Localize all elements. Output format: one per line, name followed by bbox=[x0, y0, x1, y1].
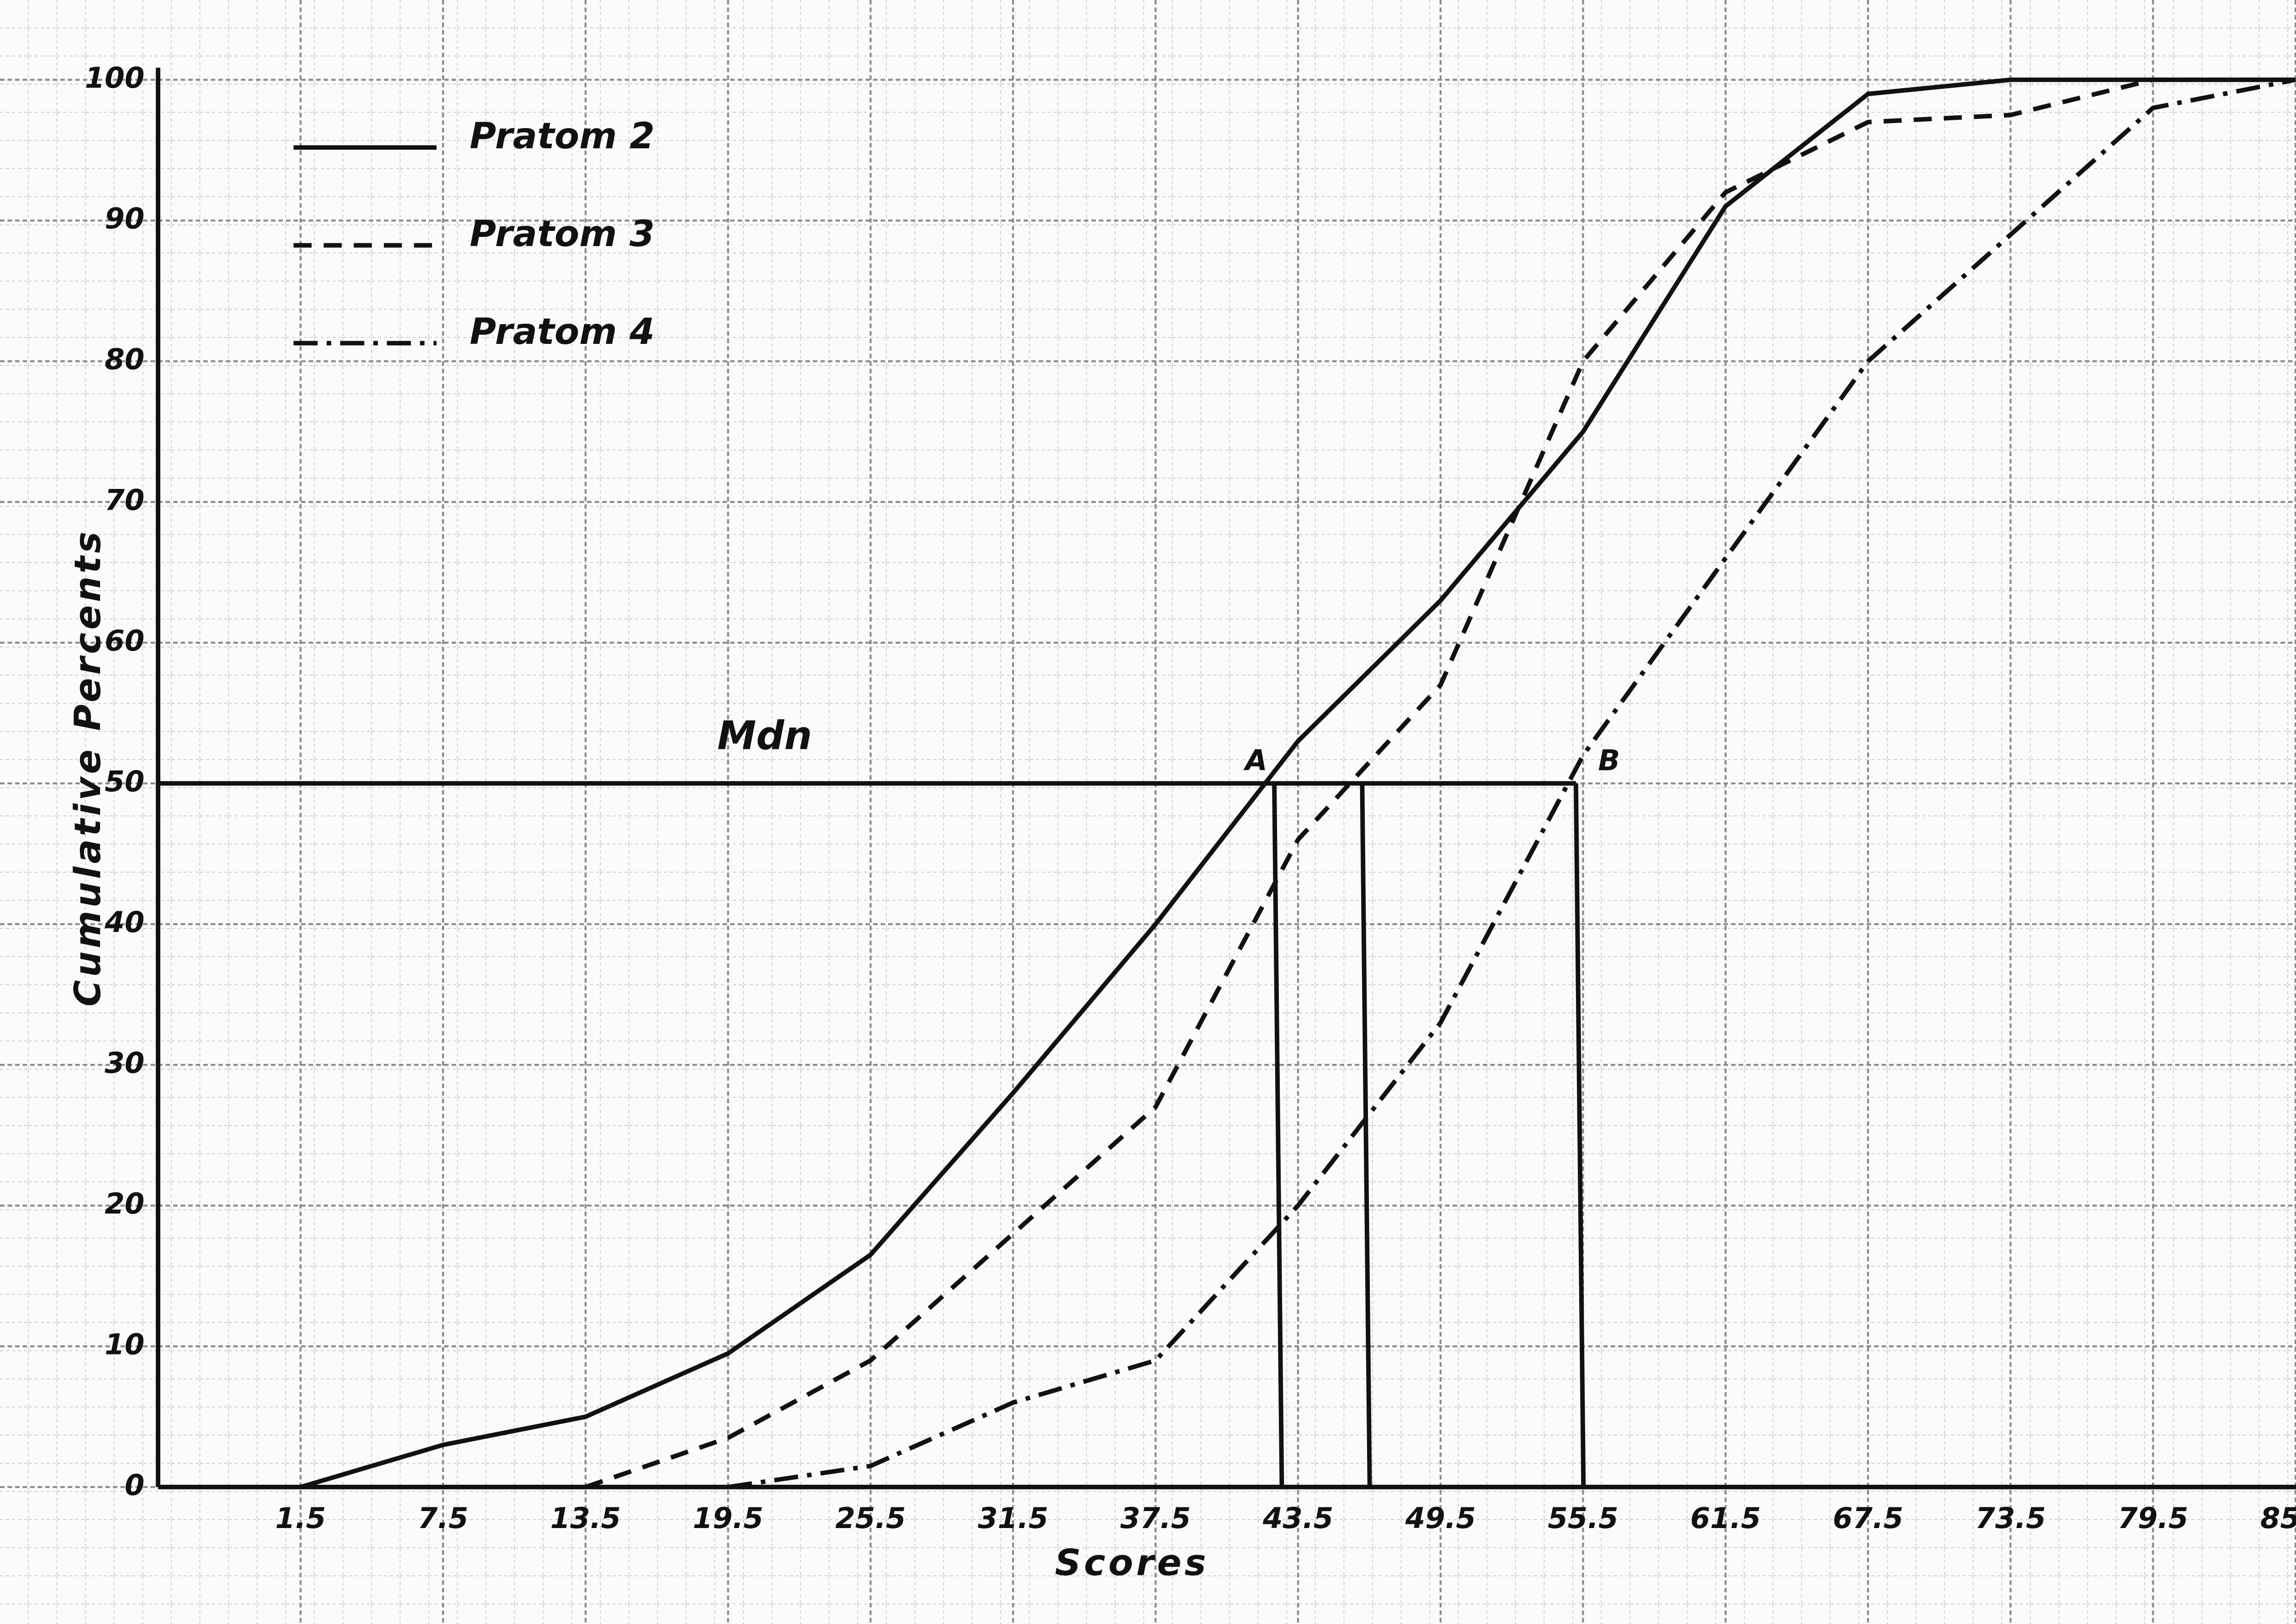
x-tick-label: 85.5 bbox=[2260, 1501, 2296, 1535]
marks bbox=[300, 77, 2296, 1489]
y-tick-label: 20 bbox=[105, 1187, 145, 1220]
x-tick-label: 25.5 bbox=[835, 1501, 906, 1535]
x-tick-label: 79.5 bbox=[2118, 1501, 2189, 1535]
median-point-label: A bbox=[1243, 743, 1267, 777]
x-tick-label: 31.5 bbox=[978, 1501, 1048, 1535]
median-point-label: B bbox=[1598, 743, 1620, 777]
series-line bbox=[727, 77, 2296, 1489]
x-tick-label: 73.5 bbox=[1975, 1501, 2046, 1535]
x-tick-label: 67.5 bbox=[1833, 1501, 1903, 1535]
x-tick-label: 13.5 bbox=[550, 1501, 621, 1535]
median-drop-line bbox=[1573, 783, 1586, 1487]
legend-label: Pratom 2 bbox=[470, 115, 655, 157]
legend-label: Pratom 4 bbox=[470, 310, 655, 353]
y-tick-label: 10 bbox=[105, 1327, 145, 1361]
x-tick-label: 49.5 bbox=[1405, 1501, 1476, 1535]
y-tick-label: 90 bbox=[105, 202, 145, 235]
legend-label: Pratom 3 bbox=[470, 213, 655, 255]
y-tick-label: 70 bbox=[105, 483, 145, 517]
y-tick-label: 60 bbox=[105, 624, 145, 657]
median-label: Mdn bbox=[717, 713, 812, 759]
x-tick-label: 19.5 bbox=[693, 1501, 764, 1535]
y-tick-label: 0 bbox=[124, 1468, 144, 1502]
x-tick-label: 37.5 bbox=[1120, 1501, 1191, 1535]
x-axis-label: Scores bbox=[1055, 1542, 1209, 1584]
x-tick-label: 55.5 bbox=[1548, 1501, 1619, 1535]
x-tick-label: 61.5 bbox=[1690, 1501, 1761, 1535]
y-tick-label: 40 bbox=[104, 905, 145, 939]
y-axis-label: Cumulative Percents bbox=[67, 528, 109, 1006]
series-line bbox=[300, 77, 2296, 1489]
y-tick-label: 100 bbox=[85, 61, 145, 95]
x-tick-label: 7.5 bbox=[418, 1501, 468, 1535]
y-tick-label: 50 bbox=[105, 764, 145, 798]
series-line bbox=[585, 77, 2296, 1489]
y-tick-label: 80 bbox=[105, 343, 145, 376]
median-drop-line bbox=[1360, 783, 1372, 1487]
x-tick-label: 1.5 bbox=[275, 1501, 326, 1535]
y-tick-label: 30 bbox=[105, 1046, 145, 1079]
x-tick-label: 43.5 bbox=[1262, 1501, 1334, 1535]
median-drop-line bbox=[1272, 783, 1284, 1487]
